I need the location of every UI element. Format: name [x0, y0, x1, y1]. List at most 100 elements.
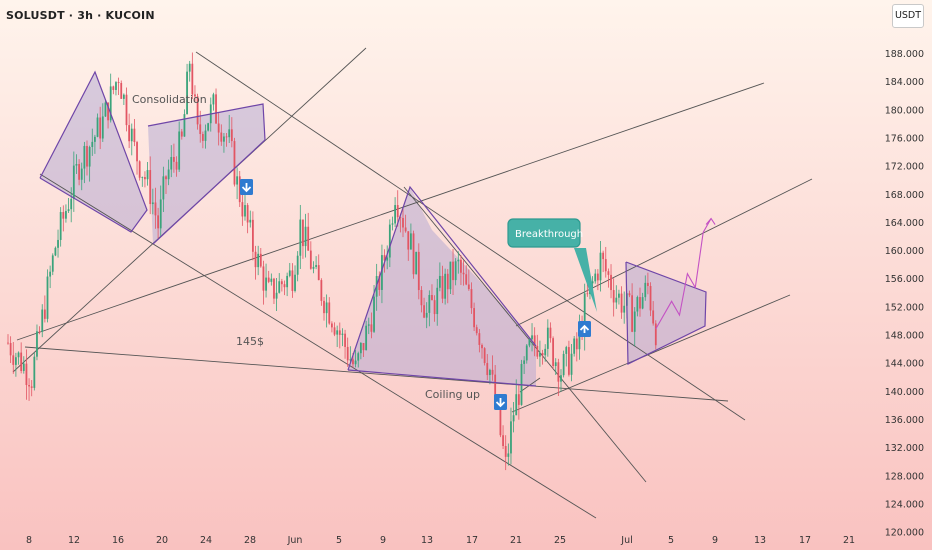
candle — [431, 294, 433, 301]
candle — [623, 305, 626, 313]
candle — [531, 335, 533, 340]
candle — [478, 333, 481, 345]
candle — [186, 71, 188, 115]
candle — [425, 312, 428, 318]
arrow-down-icon — [240, 179, 253, 195]
candle — [115, 82, 117, 90]
candle — [59, 212, 62, 240]
candle — [410, 233, 412, 250]
candle — [225, 136, 228, 138]
candle — [204, 130, 207, 141]
candle — [336, 330, 339, 335]
breakthrough-callout: Breakthrough — [507, 218, 597, 312]
candle — [388, 224, 391, 258]
candle — [383, 255, 386, 261]
currency-button[interactable]: USDT — [892, 4, 924, 28]
left-triangle-pattern — [40, 72, 147, 232]
candle — [386, 257, 389, 261]
candle — [278, 281, 281, 293]
candle — [381, 255, 383, 290]
candle — [502, 435, 504, 447]
candle — [304, 226, 307, 247]
candle — [481, 344, 483, 349]
time-tick-label: 20 — [156, 535, 168, 546]
price-tick-label: 152.000 — [885, 302, 924, 313]
candle — [444, 273, 447, 299]
candle — [238, 176, 241, 203]
candle — [49, 271, 52, 277]
candle — [117, 82, 120, 83]
time-tick-label: 24 — [200, 535, 212, 546]
candle — [228, 129, 231, 138]
candle — [325, 302, 328, 314]
candle — [636, 297, 639, 312]
candle — [473, 308, 475, 328]
candle — [457, 259, 460, 262]
candle — [415, 251, 418, 275]
candle — [362, 343, 365, 351]
candle — [544, 348, 547, 356]
candle — [141, 177, 144, 178]
candle — [391, 223, 394, 225]
candle — [28, 385, 30, 387]
callout-box — [507, 218, 581, 248]
price-axis[interactable]: 188.000 184.000 180.000 176.000 172.000 168.0… — [885, 49, 924, 539]
candle — [536, 345, 539, 357]
candle — [286, 275, 289, 288]
candle — [504, 446, 507, 457]
candle — [30, 386, 33, 388]
candle — [352, 359, 354, 365]
symbol-title: SOLUSDT · 3h · KUCOIN — [6, 9, 155, 22]
time-axis[interactable]: 8 12 16 20 24 28 Jun 5 9 13 17 21 25 Jul 5 9 13 17 21 — [26, 535, 855, 546]
candle — [578, 326, 581, 350]
candle — [460, 259, 462, 273]
candle — [130, 128, 133, 142]
candle — [607, 271, 610, 275]
candle — [433, 300, 436, 315]
time-tick-label: 28 — [244, 535, 256, 546]
candle — [265, 277, 267, 291]
candle — [15, 357, 17, 365]
candle — [441, 275, 444, 299]
candle — [291, 270, 294, 291]
candle — [146, 170, 149, 180]
candle — [338, 330, 341, 335]
candle — [38, 331, 41, 333]
candle — [628, 293, 631, 296]
time-tick-label: 17 — [799, 535, 811, 546]
candle — [394, 205, 396, 224]
candle — [178, 131, 181, 170]
time-tick-label: 8 — [26, 535, 32, 546]
candle — [465, 274, 468, 285]
candle — [510, 421, 512, 454]
candle — [523, 360, 526, 364]
candle — [618, 293, 620, 298]
candle — [107, 102, 109, 121]
candle — [583, 293, 586, 336]
candle — [475, 327, 478, 334]
candle — [423, 305, 425, 318]
candle — [557, 362, 560, 382]
candle — [244, 205, 246, 217]
candle — [591, 281, 594, 284]
candle — [46, 276, 49, 319]
candle — [470, 289, 473, 309]
candle — [320, 280, 323, 301]
candle — [438, 275, 441, 288]
candle — [136, 142, 138, 162]
time-tick-label: Jul — [620, 535, 632, 546]
candle — [159, 199, 162, 229]
candle — [539, 353, 541, 357]
candle — [436, 287, 439, 315]
candle — [615, 297, 618, 303]
candle — [486, 363, 489, 376]
candle — [241, 202, 244, 217]
candle — [191, 63, 194, 95]
candle — [7, 342, 9, 344]
candle — [120, 82, 123, 99]
candle — [633, 311, 636, 332]
candle — [378, 276, 381, 290]
candle — [302, 219, 304, 247]
